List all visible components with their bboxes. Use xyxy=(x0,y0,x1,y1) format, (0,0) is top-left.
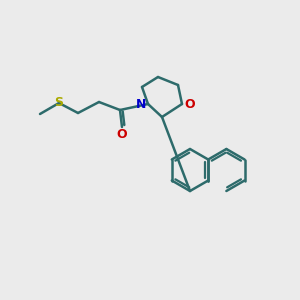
Text: S: S xyxy=(55,95,64,109)
Text: O: O xyxy=(185,98,195,110)
Text: N: N xyxy=(136,98,146,110)
Text: O: O xyxy=(117,128,127,140)
